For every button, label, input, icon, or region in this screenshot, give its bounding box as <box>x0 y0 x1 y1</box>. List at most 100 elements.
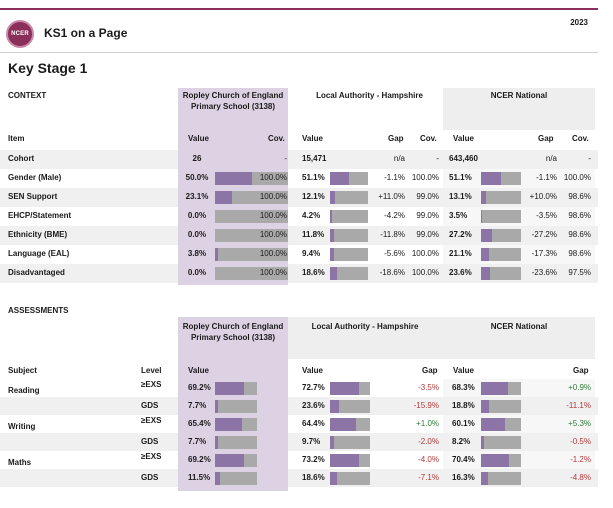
school-bar <box>215 210 288 223</box>
assessment-row: Maths ≥EXS 69.2% 73.2% -4.0% 70.4% -1.2% <box>0 451 598 469</box>
la-bar <box>330 172 368 185</box>
national-gap: -0.5% <box>570 437 591 446</box>
la-value: 12.1% <box>302 192 325 201</box>
national-value: 643,460 <box>449 154 478 163</box>
la-gap: +1.0% <box>416 419 439 428</box>
la-value-head: Value <box>302 366 323 375</box>
national-value: 18.8% <box>452 401 475 410</box>
national-gap: -23.6% <box>531 268 557 277</box>
context-row: Cohort 26 - 15,471 n/a - 643,460 n/a - <box>0 150 598 169</box>
school-bar <box>215 454 257 467</box>
national-gap: -4.8% <box>570 473 591 482</box>
school-cov: - <box>284 154 287 163</box>
report-title: KS1 on a Page <box>44 26 128 40</box>
national-bar <box>481 418 521 431</box>
la-bar-fill <box>330 172 350 185</box>
la-name-header: Local Authority - Hampshire <box>316 91 423 100</box>
school-value: 65.4% <box>188 419 211 428</box>
la-gap: n/a <box>393 154 405 163</box>
level-label: ≥EXS <box>141 452 162 461</box>
national-gap: +5.3% <box>568 419 591 428</box>
school-cov: 100.0% <box>259 192 287 201</box>
national-cov: 98.6% <box>568 249 591 258</box>
school-value: 3.8% <box>187 249 207 258</box>
nat-value-head: Value <box>453 366 474 375</box>
national-value: 51.1% <box>449 173 472 182</box>
la-gap: -18.6% <box>379 268 405 277</box>
row-shade <box>0 264 178 283</box>
school-value: 23.1% <box>185 192 209 201</box>
school-bar <box>215 191 288 204</box>
national-cov: 98.6% <box>568 230 591 239</box>
report-header: NCER KS1 on a Page 2023 <box>0 12 598 52</box>
la-bar-fill <box>330 418 356 431</box>
national-bar-fill <box>481 472 488 485</box>
la-bar-fill <box>330 191 335 204</box>
national-header-band <box>443 88 595 130</box>
national-header-band <box>443 317 595 359</box>
school-bar <box>215 229 288 242</box>
school-bar <box>215 172 288 185</box>
school-value: 0.0% <box>187 268 207 277</box>
national-bar <box>481 248 521 261</box>
row-shade <box>0 469 178 487</box>
national-gap: -3.5% <box>536 211 557 220</box>
national-value: 68.3% <box>452 383 475 392</box>
la-bar <box>330 191 368 204</box>
national-gap: n/a <box>545 154 557 163</box>
school-bar-fill <box>215 400 219 413</box>
national-value: 27.2% <box>449 230 472 239</box>
ncer-logo: NCER <box>6 20 34 48</box>
context-row: SEN Support 23.1% 100.0% 12.1% +11.0% 99.0% 13… <box>0 188 598 207</box>
la-cov: 100.0% <box>411 268 439 277</box>
la-cov: - <box>436 154 439 163</box>
item-label: Cohort <box>8 154 35 163</box>
national-bar-fill <box>481 436 485 449</box>
national-gap: -1.2% <box>570 455 591 464</box>
school-value: 69.2% <box>188 383 211 392</box>
school-bar-fill <box>215 454 245 467</box>
row-shade <box>288 150 598 169</box>
la-bar <box>330 382 370 395</box>
national-cov: 100.0% <box>563 173 591 182</box>
la-value-head: Value <box>302 134 323 143</box>
school-cov: 100.0% <box>259 249 287 258</box>
la-bar <box>330 436 370 449</box>
la-gap: -15.9% <box>413 401 439 410</box>
school-bar <box>215 418 257 431</box>
assessment-row: GDS 7.7% 9.7% -2.0% 8.2% -0.5% <box>0 433 598 451</box>
school-bar-fill <box>215 418 243 431</box>
school-bar-fill <box>215 382 245 395</box>
context-label: CONTEXT <box>8 91 47 100</box>
national-bar <box>481 267 521 280</box>
la-cov: 99.0% <box>416 211 439 220</box>
national-value: 16.3% <box>452 473 475 482</box>
subject-label: Maths <box>8 458 32 467</box>
la-gap: -1.1% <box>384 173 405 182</box>
subject-label: Writing <box>8 422 36 431</box>
la-bar-fill <box>330 382 360 395</box>
school-bar-fill <box>215 172 252 185</box>
national-bar <box>481 472 521 485</box>
la-bar-fill <box>330 210 332 223</box>
school-bar <box>215 382 257 395</box>
school-name-header: Ropley Church of England Primary School … <box>182 322 284 342</box>
level-label: GDS <box>141 473 159 482</box>
school-value-head: Value <box>188 134 209 143</box>
school-value: 7.7% <box>188 437 207 446</box>
la-bar-fill <box>330 248 334 261</box>
nat-cov-head: Cov. <box>572 134 589 143</box>
la-bar <box>330 210 368 223</box>
nat-value-head: Value <box>453 134 474 143</box>
la-cov: 100.0% <box>411 173 439 182</box>
la-cov: 99.0% <box>416 192 439 201</box>
la-gap: -5.6% <box>384 249 405 258</box>
top-accent-rule <box>0 8 598 10</box>
school-bar-fill <box>215 436 219 449</box>
la-gap: +11.0% <box>378 192 405 201</box>
la-gap: -4.0% <box>418 455 439 464</box>
la-bar-fill <box>330 436 334 449</box>
la-gap-head: Gap <box>422 366 438 375</box>
la-bar-fill <box>330 472 338 485</box>
national-gap: -17.3% <box>531 249 557 258</box>
